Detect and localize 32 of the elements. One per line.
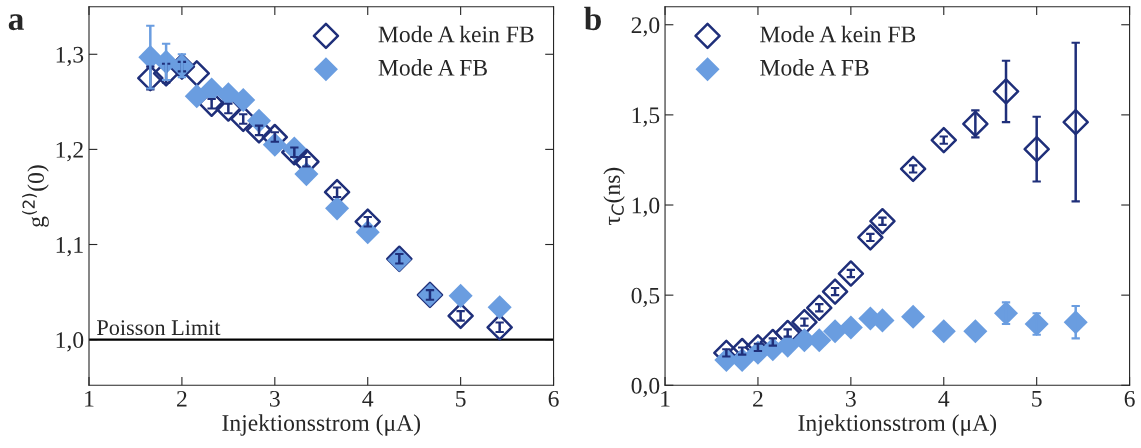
x-tick-label: 4	[938, 390, 950, 407]
x-axis-title: Injektionsstrom (μA)	[798, 414, 997, 436]
y-tick-label: 1,0	[56, 332, 84, 352]
legend-label: Mode A kein FB	[760, 25, 916, 43]
y-axis-title: g$^{(2)}$(0)	[22, 165, 49, 227]
x-tick-label: 1	[85, 390, 94, 407]
x-tick-label: 5	[456, 391, 466, 407]
y-axis-title: τ$_{C}$(ns)	[603, 167, 625, 225]
ref-line-label: Poisson Limit	[97, 320, 221, 336]
x-tick-label: 3	[270, 390, 280, 407]
x-tick-label: 6	[548, 390, 559, 407]
y-tick-label: 0,0	[631, 377, 660, 398]
x-tick-label: 3	[846, 390, 856, 407]
y-tick-label: 1,2	[56, 141, 83, 162]
x-tick-label: 6	[1124, 390, 1135, 407]
x-tick-label: 1	[661, 390, 670, 407]
x-tick-label: 4	[362, 390, 374, 407]
legend-label: Mode A FB	[760, 59, 869, 76]
legend-label: Mode A kein FB	[378, 25, 534, 43]
y-tick-label: 0,5	[631, 287, 660, 307]
y-tick-label: 1,1	[56, 237, 83, 257]
x-tick-label: 2	[753, 390, 763, 407]
y-tick-label: 1,0	[632, 197, 660, 217]
chart-title: b	[584, 6, 601, 31]
y-tick-label: 1,5	[632, 107, 660, 127]
x-axis-title: Injektionsstrom (μA)	[222, 414, 421, 436]
chart-title: a	[8, 14, 24, 31]
y-tick-label: 2,0	[631, 17, 660, 37]
x-tick-label: 5	[1032, 391, 1042, 407]
legend-label: Mode A FB	[378, 59, 487, 76]
y-tick-label: 1,3	[56, 46, 84, 67]
x-tick-label: 2	[177, 390, 187, 407]
